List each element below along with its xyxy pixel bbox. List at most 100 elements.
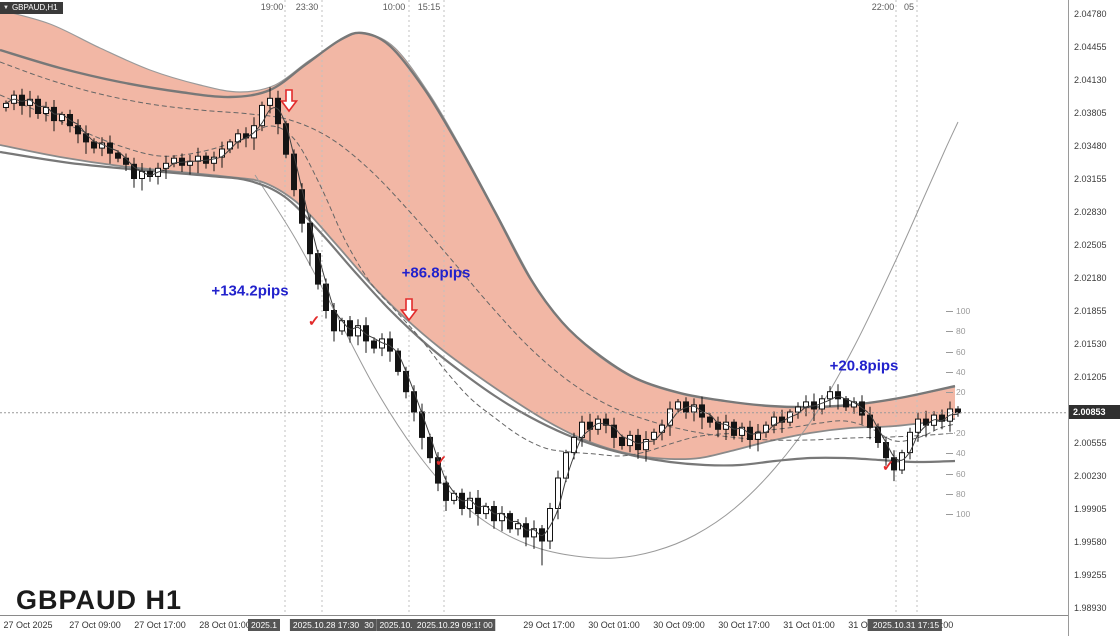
ruler-tick-dash (946, 391, 953, 393)
pip-ruler-tick: 40 (946, 448, 965, 458)
candle-body (515, 523, 521, 530)
candle-body (219, 148, 225, 158)
candle-body (795, 406, 801, 413)
candle-body (363, 325, 369, 342)
candle-body (531, 528, 537, 538)
candle-body (899, 452, 905, 471)
price-axis-label: 2.03805 (1074, 108, 1107, 118)
candle-body (659, 424, 665, 433)
pip-ruler-tick: 100 (946, 306, 970, 316)
session-time-label: 23:30 (295, 2, 319, 12)
ruler-tick-dash (946, 310, 953, 312)
symbol-badge-label: GBPAUD,H1 (11, 3, 58, 12)
candle-body (755, 431, 761, 440)
chart-watermark: GBPAUD H1 (16, 585, 183, 615)
candle-body (395, 350, 401, 372)
time-axis-label: 31 O (848, 620, 868, 630)
candle-body (547, 508, 553, 542)
sell-arrow-down-icon[interactable] (279, 89, 299, 113)
candle-body (467, 497, 473, 509)
candle-body (611, 424, 617, 438)
time-axis-label: 28 Oct 01:00 (199, 620, 251, 630)
session-time-label: 22:00 (871, 2, 895, 12)
candle-body (347, 320, 353, 337)
time-axis[interactable]: 27 Oct 2025 27 Oct 09:00 27 Oct 17:00 28 Oc… (0, 615, 1068, 636)
candle-body (163, 162, 169, 169)
candle-body (603, 418, 609, 426)
ruler-tick-value: 60 (956, 347, 966, 357)
fast-ma-solid (5, 98, 959, 537)
trade-check-icon[interactable]: ✓ (307, 313, 321, 330)
candle-body (131, 163, 137, 180)
candle-body (667, 408, 673, 426)
price-axis-label: 1.99905 (1074, 504, 1107, 514)
price-axis-label: 2.01205 (1074, 372, 1107, 382)
price-axis-label: 2.02505 (1074, 240, 1107, 250)
candle-body (75, 125, 81, 135)
sell-arrow-down-icon[interactable] (399, 298, 419, 322)
outer-band-line (254, 121, 959, 559)
slow-ma-dashed (0, 61, 956, 441)
pips-gain-label[interactable]: +20.8pips (829, 357, 899, 375)
candle-body (451, 492, 457, 501)
ruler-tick-dash (946, 473, 953, 475)
candle-body (475, 497, 481, 514)
ruler-tick-dash (946, 452, 953, 454)
selected-time-chip: 30 (361, 619, 377, 631)
price-axis-label: 2.02180 (1074, 273, 1107, 283)
candle-body (27, 98, 33, 106)
selected-time-chip: 2025.10. (376, 619, 416, 631)
price-axis-label: 2.04455 (1074, 42, 1107, 52)
time-axis-label: 27 Oct 17:00 (134, 620, 186, 630)
selected-time-chip: 2025.10.31 17:15 (869, 619, 943, 631)
pips-gain-label[interactable]: +86.8pips (401, 264, 471, 282)
candle-body (355, 325, 361, 337)
ruler-tick-value: 20 (956, 387, 966, 397)
price-axis-label: 1.99255 (1074, 570, 1107, 580)
price-axis-label: 2.03480 (1074, 141, 1107, 151)
pips-gain-label[interactable]: +134.2pips (211, 282, 289, 300)
symbol-timeframe-badge[interactable]: ▼ GBPAUD,H1 (0, 2, 63, 14)
current-price-badge: 2.00853 (1069, 405, 1120, 419)
candle-body (875, 426, 881, 443)
candle-body (707, 416, 713, 423)
candle-body (739, 426, 745, 436)
session-time-label: 19:00 (260, 2, 284, 12)
selected-time-chip: 2025.10.29 09:15 (413, 619, 487, 631)
pip-ruler-tick: 60 (946, 469, 965, 479)
candle-body (915, 418, 921, 433)
candle-body (115, 152, 121, 159)
ruler-tick-dash (946, 432, 953, 434)
candle-body (19, 94, 25, 106)
price-axis-label: 2.03155 (1074, 174, 1107, 184)
candle-body (643, 439, 649, 451)
envelope-cloud-fill (0, 10, 955, 460)
price-axis[interactable]: 2.00853 2.04780 2.04455 2.04130 2.03805 2.03… (1068, 0, 1120, 636)
price-axis-label: 2.00555 (1074, 438, 1107, 448)
time-axis-label: 31 Oct 01:00 (783, 620, 835, 630)
time-axis-label: 27 Oct 2025 (3, 620, 53, 630)
session-time-label: 15:15 (417, 2, 441, 12)
price-axis-label: 1.98930 (1074, 603, 1107, 613)
ruler-tick-value: 100 (956, 509, 971, 519)
candle-body (619, 436, 625, 446)
candle-body (291, 153, 297, 191)
candle-body (827, 391, 833, 400)
trade-check-icon[interactable]: ✓ (434, 453, 448, 470)
candle-body (435, 457, 441, 484)
dropdown-triangle-icon: ▼ (3, 5, 9, 11)
candle-body (211, 156, 217, 164)
candle-body (259, 104, 265, 127)
price-axis-label: 1.99580 (1074, 537, 1107, 547)
thick-upper-line (0, 31, 956, 409)
candle-body (331, 310, 337, 332)
selected-time-chip: 2025.1 (248, 619, 280, 631)
ruler-tick-dash (946, 351, 953, 353)
price-axis-label: 2.00230 (1074, 471, 1107, 481)
time-axis-label: 27 Oct 09:00 (69, 620, 121, 630)
trade-check-icon[interactable]: ✓ (881, 458, 895, 475)
candle-body (267, 97, 273, 106)
pip-ruler-tick: 60 (946, 347, 965, 357)
chart-surface[interactable] (0, 0, 1068, 615)
